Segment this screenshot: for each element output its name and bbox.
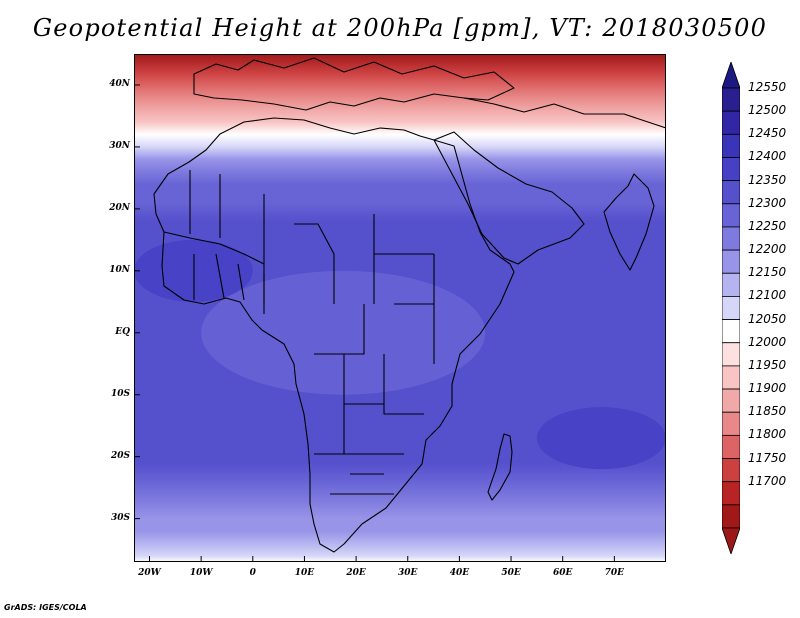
colorbar-label: 11900 (748, 381, 787, 396)
colorbar-swatch (721, 180, 741, 205)
lon-label: 20W (138, 568, 161, 578)
nw-border (189, 170, 435, 495)
lat-label: EQ (115, 326, 130, 337)
colorbar-swatch (721, 504, 741, 529)
lon-label: 30E (398, 568, 418, 578)
lat-label: 30S (110, 512, 130, 523)
colorbar-swatch (721, 388, 741, 413)
africa-coastline (153, 117, 515, 553)
colorbar-label: 12500 (748, 103, 787, 118)
colorbar (721, 60, 741, 556)
arabian-peninsula (433, 131, 585, 265)
colorbar-label: 11800 (748, 427, 787, 442)
colorbar-swatch (721, 133, 741, 158)
height-anomalies (134, 239, 666, 470)
colorbar-swatch (721, 434, 741, 459)
colorbar-swatch (721, 458, 741, 483)
lon-label: 50E (501, 568, 521, 578)
colorbar-label: 12050 (748, 311, 787, 326)
lat-label: 10S (110, 388, 130, 399)
lat-label: 20N (109, 202, 130, 213)
colorbar-swatch (721, 203, 741, 228)
colorbar-label: 12000 (748, 334, 787, 349)
colorbar-swatch (721, 249, 741, 274)
colorbar-bottom-arrow (721, 527, 741, 556)
lat-label: 10N (109, 264, 130, 275)
colorbar-label: 12550 (748, 80, 787, 94)
west-africa-borders (163, 231, 265, 314)
colorbar-swatch (721, 365, 741, 390)
madagascar (487, 433, 513, 501)
colorbar-label: 12450 (748, 126, 787, 141)
colorbar-swatch (721, 87, 741, 112)
height-feature (134, 239, 253, 302)
map-panel (134, 54, 666, 562)
height-feature (201, 270, 486, 395)
lon-label: 10W (189, 568, 213, 578)
colorbar-swatch (721, 319, 741, 344)
colorbar-swatch (721, 481, 741, 506)
colorbar-swatch (721, 157, 741, 182)
map-title: Geopotential Height at 200hPa [gpm], VT:… (32, 14, 768, 42)
lat-label: 40N (109, 78, 130, 89)
lat-label: 30N (109, 140, 130, 151)
coastlines-and-borders (153, 57, 666, 553)
grads-credit: GrADS: IGES/COLA (4, 603, 87, 612)
southern-europe (193, 57, 515, 111)
colorbar-swatch (721, 226, 741, 251)
map-border (134, 54, 666, 562)
colorbar-label: 12200 (748, 242, 787, 257)
lat-label: 20S (110, 450, 130, 461)
lon-label: 60E (552, 568, 573, 578)
lon-label: 0 (249, 568, 256, 578)
middle-east (463, 97, 666, 129)
colorbar-swatch (721, 411, 741, 436)
colorbar-label: 12400 (748, 149, 787, 164)
lon-label: 10E (294, 568, 315, 578)
colorbar-top-arrow (721, 60, 741, 89)
colorbar-label: 12150 (748, 265, 787, 280)
colorbar-swatch (721, 342, 741, 367)
height-feature (536, 407, 666, 470)
colorbar-label: 11750 (748, 450, 787, 465)
colorbar-label: 12350 (748, 172, 787, 187)
colorbar-swatch (721, 272, 741, 297)
lon-label: 70E (604, 568, 625, 578)
colorbar-label: 11850 (748, 404, 787, 419)
colorbar-swatch (721, 110, 741, 135)
colorbar-label: 12250 (748, 218, 787, 233)
colorbar-label: 11700 (748, 473, 787, 488)
colorbar-label: 11950 (748, 357, 787, 372)
map-canvas (134, 54, 666, 562)
india (603, 173, 655, 271)
colorbar-label: 12100 (748, 288, 787, 303)
lon-label: 40E (449, 568, 470, 578)
colorbar-swatches (721, 60, 741, 556)
lon-label: 20E (346, 568, 366, 578)
colorbar-label: 12300 (748, 195, 787, 210)
colorbar-swatch (721, 296, 741, 320)
